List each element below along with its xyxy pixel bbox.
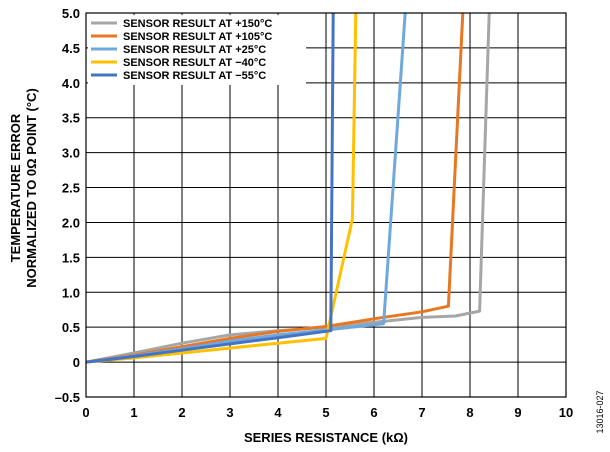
y-tick-label: 4.5 xyxy=(62,41,80,56)
series-layer xyxy=(85,12,491,364)
series-line-3 xyxy=(85,12,358,364)
y-axis-title-line-1: TEMPERATURE ERROR xyxy=(8,113,23,262)
y-tick-label: 0 xyxy=(73,355,80,370)
y-tick-label: 3.0 xyxy=(62,146,80,161)
x-tick-label: 9 xyxy=(514,405,521,420)
series-line-4 xyxy=(85,12,335,364)
x-tick-label: 1 xyxy=(130,405,137,420)
x-tick-label: 2 xyxy=(178,405,185,420)
legend-background xyxy=(88,15,306,85)
x-tick-label: 10 xyxy=(559,405,573,420)
plot-frame xyxy=(85,12,567,398)
y-tick-label: 1.5 xyxy=(62,250,80,265)
x-tick-label: 6 xyxy=(370,405,377,420)
x-tick-labels: 0 1 2 3 4 5 6 7 8 9 10 xyxy=(82,405,573,420)
y-tick-labels: –0.5 0 0.5 1.0 1.5 2.0 2.5 3.0 3.5 4.0 4.5 5.0 xyxy=(55,6,80,405)
y-tick-label: 5.0 xyxy=(62,6,80,21)
y-tick-label: 3.5 xyxy=(62,111,80,126)
y-tick-label: 1.0 xyxy=(62,285,80,300)
y-tick-label: 2.0 xyxy=(62,215,80,230)
legend-label: SENSOR RESULT AT +150°C xyxy=(123,18,272,30)
x-tick-label: 4 xyxy=(274,405,282,420)
y-axis-title-line-2: NORMALIZED TO 0Ω POINT (°C) xyxy=(24,88,39,288)
y-tick-label: 2.5 xyxy=(62,181,80,196)
y-tick-label: 4.0 xyxy=(62,76,80,91)
x-tick-label: 5 xyxy=(322,405,329,420)
legend-label: SENSOR RESULT AT −40°C xyxy=(123,57,266,69)
y-axis-title: TEMPERATURE ERROR NORMALIZED TO 0Ω POINT… xyxy=(8,88,39,288)
x-tick-label: 3 xyxy=(226,405,233,420)
legend-label: SENSOR RESULT AT −55°C xyxy=(123,70,266,82)
y-tick-label: –0.5 xyxy=(55,390,80,405)
legend-label: SENSOR RESULT AT +105°C xyxy=(123,31,272,43)
x-tick-label: 0 xyxy=(82,405,89,420)
y-tick-label: 0.5 xyxy=(62,320,80,335)
x-axis-title: SERIES RESISTANCE (kΩ) xyxy=(244,430,408,445)
x-tick-label: 7 xyxy=(418,405,425,420)
legend-label: SENSOR RESULT AT +25°C xyxy=(123,44,266,56)
figure-id-label: 13016-027 xyxy=(595,390,605,433)
x-tick-label: 8 xyxy=(466,405,473,420)
